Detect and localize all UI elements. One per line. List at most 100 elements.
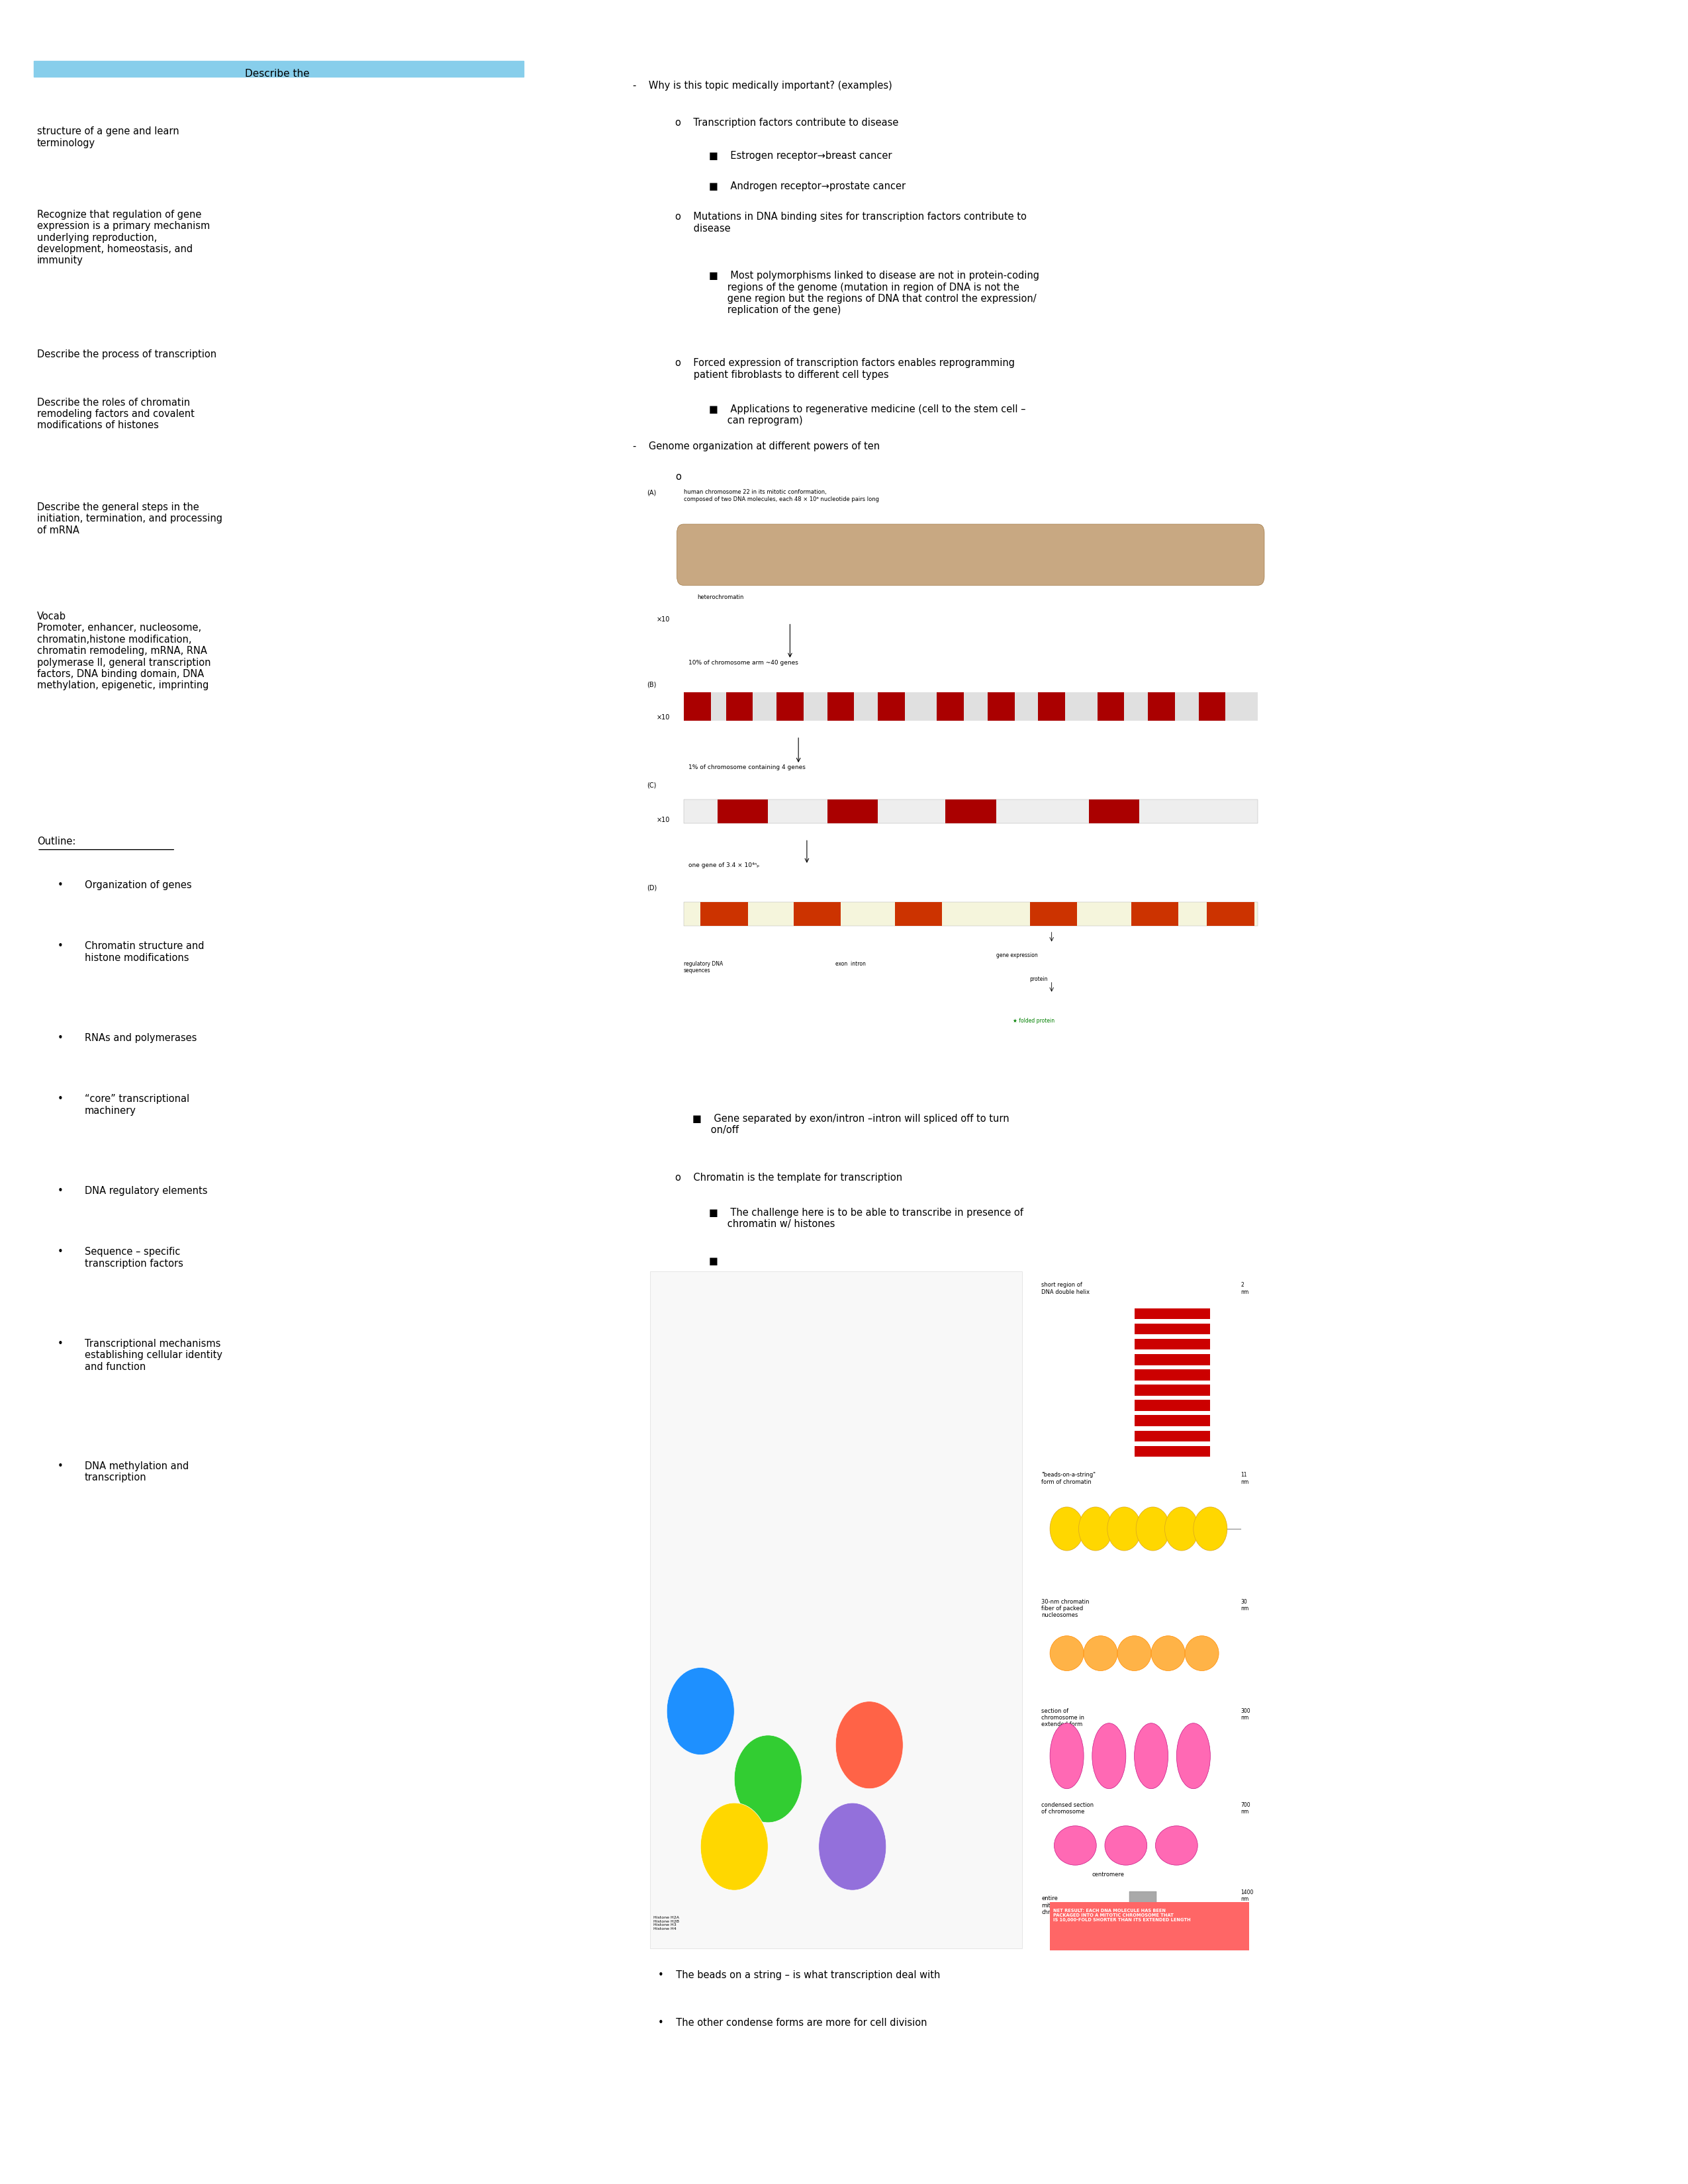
Text: Chromatin structure and
histone modifications: Chromatin structure and histone modifica… xyxy=(84,941,204,963)
Ellipse shape xyxy=(1050,1723,1084,1789)
Text: •: • xyxy=(57,880,62,891)
Text: "beads-on-a-string"
form of chromatin: "beads-on-a-string" form of chromatin xyxy=(1041,1472,1096,1485)
Text: o    Mutations in DNA binding sites for transcription factors contribute to
    : o Mutations in DNA binding sites for tra… xyxy=(675,212,1026,234)
Text: •: • xyxy=(57,1094,62,1105)
Text: condensed section
of chromosome: condensed section of chromosome xyxy=(1041,1802,1094,1815)
Bar xyxy=(776,692,803,721)
Circle shape xyxy=(1050,1507,1084,1551)
Ellipse shape xyxy=(1050,1636,1084,1671)
Bar xyxy=(1050,1902,1249,1950)
Text: o    Transcription factors contribute to disease: o Transcription factors contribute to di… xyxy=(675,118,898,129)
Text: ■: ■ xyxy=(709,1256,717,1267)
Text: “core” transcriptional
machinery: “core” transcriptional machinery xyxy=(84,1094,189,1116)
Text: short region of
DNA double helix: short region of DNA double helix xyxy=(1041,1282,1090,1295)
Text: 11
nm: 11 nm xyxy=(1241,1472,1249,1485)
Text: section of
chromosome in
extended form: section of chromosome in extended form xyxy=(1041,1708,1084,1728)
Text: entire
mitotic
chromosome: entire mitotic chromosome xyxy=(1041,1896,1077,1915)
Text: ■    The challenge here is to be able to transcribe in presence of
      chromat: ■ The challenge here is to be able to tr… xyxy=(709,1208,1023,1230)
Text: ×10: ×10 xyxy=(657,714,670,721)
Text: -    Genome organization at different powers of ten: - Genome organization at different power… xyxy=(633,441,879,452)
Bar xyxy=(827,692,854,721)
Text: o: o xyxy=(675,472,680,483)
Text: ■    Most polymorphisms linked to disease are not in protein-coding
      region: ■ Most polymorphisms linked to disease a… xyxy=(709,271,1040,314)
Text: NET RESULT: EACH DNA MOLECULE HAS BEEN
PACKAGED INTO A MITOTIC CHROMOSOME THAT
I: NET RESULT: EACH DNA MOLECULE HAS BEEN P… xyxy=(1053,1909,1190,1922)
Text: •: • xyxy=(57,1033,62,1044)
Circle shape xyxy=(734,1734,802,1821)
Text: ■    Gene separated by exon/intron –intron will spliced off to turn
      on/off: ■ Gene separated by exon/intron –intron … xyxy=(692,1114,1009,1136)
Ellipse shape xyxy=(1084,1636,1117,1671)
Ellipse shape xyxy=(1092,1723,1126,1789)
Bar xyxy=(684,799,1258,823)
Bar xyxy=(1038,692,1065,721)
Bar xyxy=(1097,692,1124,721)
Text: Recognize that regulation of gene
expression is a primary mechanism
underlying r: Recognize that regulation of gene expres… xyxy=(37,210,209,266)
Bar xyxy=(1129,1891,1156,1946)
Bar xyxy=(1148,692,1175,721)
Bar xyxy=(726,692,753,721)
Ellipse shape xyxy=(1155,1826,1198,1865)
Bar xyxy=(827,799,878,823)
Bar xyxy=(1134,1308,1210,1319)
Bar xyxy=(684,692,1258,721)
Circle shape xyxy=(1165,1507,1198,1551)
Bar xyxy=(895,902,942,926)
Text: exon  intron: exon intron xyxy=(836,961,866,968)
Text: (C): (C) xyxy=(647,782,657,788)
Text: •: • xyxy=(57,1247,62,1258)
Bar xyxy=(1089,799,1139,823)
Circle shape xyxy=(1107,1507,1141,1551)
Bar xyxy=(701,902,748,926)
Text: o    Chromatin is the template for transcription: o Chromatin is the template for transcri… xyxy=(675,1173,903,1184)
Circle shape xyxy=(819,1804,886,1891)
Text: gene expression: gene expression xyxy=(996,952,1038,959)
Text: ■    Applications to regenerative medicine (cell to the stem cell –
      can re: ■ Applications to regenerative medicine … xyxy=(709,404,1026,426)
Text: centromere: centromere xyxy=(1092,1872,1124,1878)
Text: Outline:: Outline: xyxy=(37,836,76,847)
Text: Describe the roles of chromatin
remodeling factors and covalent
modifications of: Describe the roles of chromatin remodeli… xyxy=(37,397,194,430)
FancyBboxPatch shape xyxy=(34,61,523,76)
Text: •    The beads on a string – is what transcription deal with: • The beads on a string – is what transc… xyxy=(658,1970,940,1981)
Ellipse shape xyxy=(1053,1826,1097,1865)
Text: Transcriptional mechanisms
establishing cellular identity
and function: Transcriptional mechanisms establishing … xyxy=(84,1339,223,1372)
Text: DNA regulatory elements: DNA regulatory elements xyxy=(84,1186,208,1197)
Text: (A): (A) xyxy=(647,489,657,496)
Bar xyxy=(1134,1339,1210,1350)
Bar xyxy=(1134,1369,1210,1380)
Text: -    Why is this topic medically important? (examples): - Why is this topic medically important?… xyxy=(633,81,893,92)
Bar xyxy=(937,692,964,721)
Bar xyxy=(1134,1385,1210,1396)
Circle shape xyxy=(701,1804,768,1891)
Text: 1% of chromosome containing 4 genes: 1% of chromosome containing 4 genes xyxy=(689,764,805,771)
Text: (D): (D) xyxy=(647,885,657,891)
Text: structure of a gene and learn
terminology: structure of a gene and learn terminolog… xyxy=(37,127,179,149)
Bar xyxy=(1134,1446,1210,1457)
Text: 10% of chromosome arm ~40 genes: 10% of chromosome arm ~40 genes xyxy=(689,660,798,666)
Ellipse shape xyxy=(1185,1636,1219,1671)
Text: Sequence – specific
transcription factors: Sequence – specific transcription factor… xyxy=(84,1247,182,1269)
Bar xyxy=(987,692,1014,721)
Circle shape xyxy=(667,1669,734,1756)
Ellipse shape xyxy=(1177,1723,1210,1789)
Text: regulatory DNA
sequences: regulatory DNA sequences xyxy=(684,961,722,974)
Circle shape xyxy=(836,1701,903,1789)
Text: •: • xyxy=(57,1186,62,1197)
Bar xyxy=(684,902,1258,926)
Bar xyxy=(717,799,768,823)
Text: 2
nm: 2 nm xyxy=(1241,1282,1249,1295)
Text: ★ folded protein: ★ folded protein xyxy=(1013,1018,1055,1024)
Bar xyxy=(1207,902,1254,926)
Bar xyxy=(945,799,996,823)
Ellipse shape xyxy=(1117,1636,1151,1671)
Text: DNA methylation and
transcription: DNA methylation and transcription xyxy=(84,1461,189,1483)
Text: o    Forced expression of transcription factors enables reprogramming
      pati: o Forced expression of transcription fac… xyxy=(675,358,1014,380)
Ellipse shape xyxy=(1106,1826,1148,1865)
Text: (B): (B) xyxy=(647,681,657,688)
Bar xyxy=(878,692,905,721)
Bar xyxy=(1134,1431,1210,1441)
Bar xyxy=(650,1271,1021,1948)
Text: heterochromatin: heterochromatin xyxy=(697,594,744,601)
Text: 700
nm: 700 nm xyxy=(1241,1802,1251,1815)
Text: 300
nm: 300 nm xyxy=(1241,1708,1251,1721)
Circle shape xyxy=(1136,1507,1170,1551)
Bar xyxy=(1134,1354,1210,1365)
